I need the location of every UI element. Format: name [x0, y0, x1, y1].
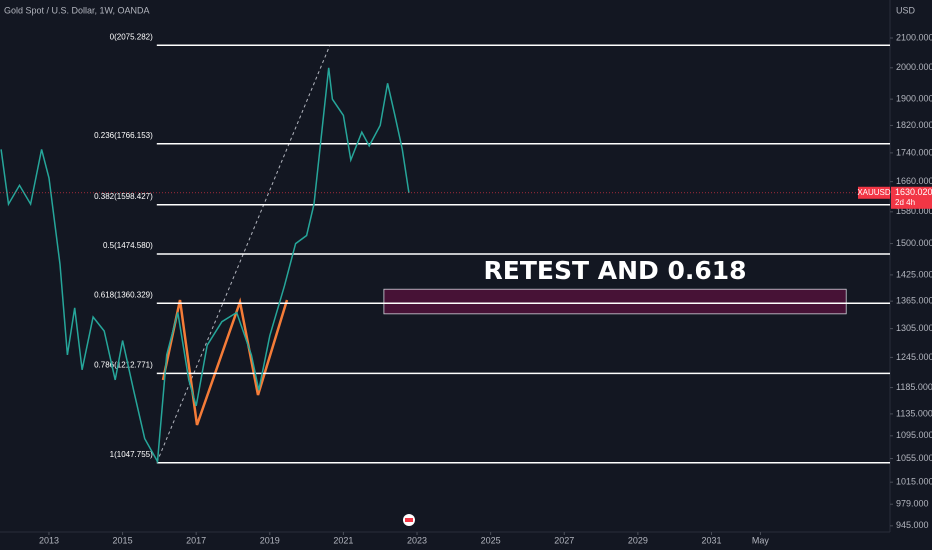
y-tick-label: 1660.000: [896, 176, 932, 186]
y-tick-label: 2100.000: [896, 32, 932, 42]
fib-level-label: 0.382(1598.427): [94, 192, 153, 201]
fib-level-label: 0.236(1766.153): [94, 131, 153, 140]
fib-level-label: 0.618(1360.329): [94, 290, 153, 299]
y-tick-label: 2000.000: [896, 62, 932, 72]
y-tick-label: 1095.000: [896, 430, 932, 440]
y-tick-label: 1245.000: [896, 352, 932, 362]
symbol-badge: [858, 186, 890, 199]
fib-level-label: 0(2075.282): [110, 32, 153, 41]
x-tick-label: 2031: [701, 535, 721, 545]
target-zone: [383, 288, 847, 315]
x-tick-label: 2027: [554, 535, 574, 545]
y-tick-label: 1185.000: [896, 382, 932, 392]
y-tick-label: 1305.000: [896, 323, 932, 333]
fib-level-label: 0.786(1212.771): [94, 361, 153, 370]
annotation: RETEST AND 0.618: [484, 256, 747, 285]
y-tick-label: 1900.000: [896, 94, 932, 104]
y-tick-label: 1740.000: [896, 147, 932, 157]
price-badge: [891, 186, 932, 209]
y-tick-label: 979.000: [896, 499, 929, 509]
fib-level-label: 1(1047.755): [110, 450, 153, 459]
y-tick-label: 1015.000: [896, 477, 932, 487]
fib-level-label: 0.5(1474.580): [103, 241, 153, 250]
x-tick-label: 2025: [481, 535, 501, 545]
y-tick-label: 1580.000: [896, 206, 932, 216]
y-tick-label: 1365.000: [896, 296, 932, 306]
y-tick-label: 945.000: [896, 520, 929, 530]
x-tick-label: 2015: [113, 535, 133, 545]
x-tick-label: 2023: [407, 535, 427, 545]
x-tick-label: 2021: [333, 535, 353, 545]
y-tick-label: 1135.000: [896, 408, 932, 418]
chart-title: Gold Spot / U.S. Dollar, 1W, OANDA: [4, 5, 150, 15]
x-tick-label: 2013: [39, 535, 59, 545]
x-tick-label: 2019: [260, 535, 280, 545]
price-line: [0, 67, 410, 464]
x-tick-label: 2029: [628, 535, 648, 545]
currency-label: USD: [896, 5, 916, 15]
y-tick-label: 1055.000: [896, 453, 932, 463]
y-tick-label: 1425.000: [896, 269, 932, 279]
last-price-label: 1630.020: [895, 187, 932, 197]
countdown-label: 2d 4h: [895, 198, 915, 207]
y-tick-label: 1820.000: [896, 120, 932, 130]
x-tick-label: May: [752, 535, 770, 545]
y-tick-label: 1500.000: [896, 238, 932, 248]
replay-icon[interactable]: [403, 514, 415, 526]
symbol-label: XAUUSD: [857, 188, 891, 197]
x-tick-label: 2017: [186, 535, 206, 545]
